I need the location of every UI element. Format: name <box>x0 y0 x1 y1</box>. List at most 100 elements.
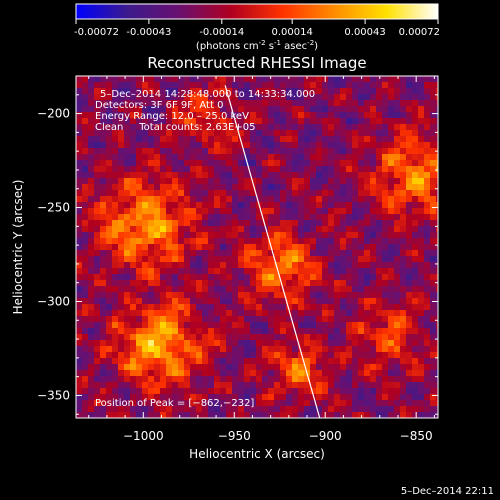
heatmap-cell <box>88 88 94 94</box>
heatmap-cell <box>208 202 214 208</box>
heatmap-cell <box>262 172 268 178</box>
heatmap-cell <box>280 244 286 250</box>
heatmap-cell <box>160 244 166 250</box>
heatmap-cell <box>358 370 364 376</box>
heatmap-cell <box>256 130 262 136</box>
heatmap-cell <box>400 274 406 280</box>
heatmap-cell <box>94 226 100 232</box>
heatmap-cell <box>184 244 190 250</box>
heatmap-cell <box>232 142 238 148</box>
heatmap-cell <box>406 202 412 208</box>
heatmap-cell <box>322 400 328 406</box>
heatmap-cell <box>280 202 286 208</box>
heatmap-cell <box>88 160 94 166</box>
heatmap-cell <box>190 364 196 370</box>
heatmap-cell <box>364 88 370 94</box>
heatmap-cell <box>136 268 142 274</box>
heatmap-cell <box>208 370 214 376</box>
heatmap-cell <box>346 382 352 388</box>
heatmap-cell <box>346 268 352 274</box>
heatmap-cell <box>148 244 154 250</box>
heatmap-cell <box>118 304 124 310</box>
heatmap-cell <box>418 280 424 286</box>
heatmap-cell <box>130 388 136 394</box>
heatmap-cell <box>154 358 160 364</box>
heatmap-cell <box>328 274 334 280</box>
heatmap-cell <box>106 76 112 82</box>
heatmap-cell <box>106 334 112 340</box>
heatmap-cell <box>148 292 154 298</box>
heatmap-cell <box>148 112 154 118</box>
heatmap-cell <box>94 376 100 382</box>
heatmap-cell <box>82 226 88 232</box>
heatmap-cell <box>118 178 124 184</box>
heatmap-cell <box>382 106 388 112</box>
heatmap-cell <box>352 292 358 298</box>
heatmap-cell <box>268 364 274 370</box>
heatmap-cell <box>346 358 352 364</box>
heatmap-cell <box>100 298 106 304</box>
heatmap-cell <box>400 346 406 352</box>
heatmap-cell <box>112 382 118 388</box>
heatmap-cell <box>124 172 130 178</box>
heatmap-cell <box>400 82 406 88</box>
heatmap-cell <box>322 166 328 172</box>
x-tick-label: −1000 <box>123 429 164 443</box>
heatmap-cell <box>340 106 346 112</box>
heatmap-cell <box>196 76 202 82</box>
heatmap-cell <box>184 154 190 160</box>
heatmap-cell <box>394 412 400 418</box>
heatmap-cell <box>226 226 232 232</box>
heatmap-cell <box>370 334 376 340</box>
heatmap-cell <box>184 316 190 322</box>
heatmap-cell <box>346 76 352 82</box>
heatmap-cell <box>190 94 196 100</box>
heatmap-cell <box>286 352 292 358</box>
heatmap-cell <box>412 316 418 322</box>
heatmap-cell <box>346 160 352 166</box>
heatmap-cell <box>232 214 238 220</box>
heatmap-cell <box>196 94 202 100</box>
heatmap-cell <box>208 322 214 328</box>
heatmap-cell <box>436 208 438 214</box>
heatmap-cell <box>280 322 286 328</box>
heatmap-cell <box>106 262 112 268</box>
heatmap-cell <box>340 256 346 262</box>
heatmap-cell <box>142 172 148 178</box>
heatmap-cell <box>424 130 430 136</box>
heatmap-cell <box>160 370 166 376</box>
heatmap-cell <box>196 178 202 184</box>
heatmap-cell <box>304 376 310 382</box>
heatmap-cell <box>256 124 262 130</box>
heatmap-cell <box>232 256 238 262</box>
heatmap-cell <box>100 76 106 82</box>
heatmap-cell <box>268 346 274 352</box>
heatmap-cell <box>262 346 268 352</box>
heatmap-cell <box>430 202 436 208</box>
heatmap-cell <box>136 172 142 178</box>
heatmap-cell <box>328 298 334 304</box>
heatmap-cell <box>184 232 190 238</box>
heatmap-cell <box>358 82 364 88</box>
heatmap-cell <box>136 310 142 316</box>
heatmap-cell <box>298 256 304 262</box>
heatmap-cell <box>184 118 190 124</box>
heatmap-cell <box>364 154 370 160</box>
heatmap-cell <box>352 136 358 142</box>
heatmap-cell <box>184 274 190 280</box>
heatmap-cell <box>178 94 184 100</box>
heatmap-cell <box>118 328 124 334</box>
heatmap-cell <box>364 412 370 418</box>
heatmap-cell <box>214 106 220 112</box>
heatmap-cell <box>424 214 430 220</box>
heatmap-cell <box>214 208 220 214</box>
heatmap-cell <box>172 160 178 166</box>
heatmap-cell <box>202 298 208 304</box>
heatmap-cell <box>106 220 112 226</box>
heatmap-cell <box>250 112 256 118</box>
heatmap-cell <box>298 358 304 364</box>
heatmap-cell <box>154 328 160 334</box>
heatmap-cell <box>346 250 352 256</box>
heatmap-cell <box>352 268 358 274</box>
heatmap-cell <box>214 178 220 184</box>
